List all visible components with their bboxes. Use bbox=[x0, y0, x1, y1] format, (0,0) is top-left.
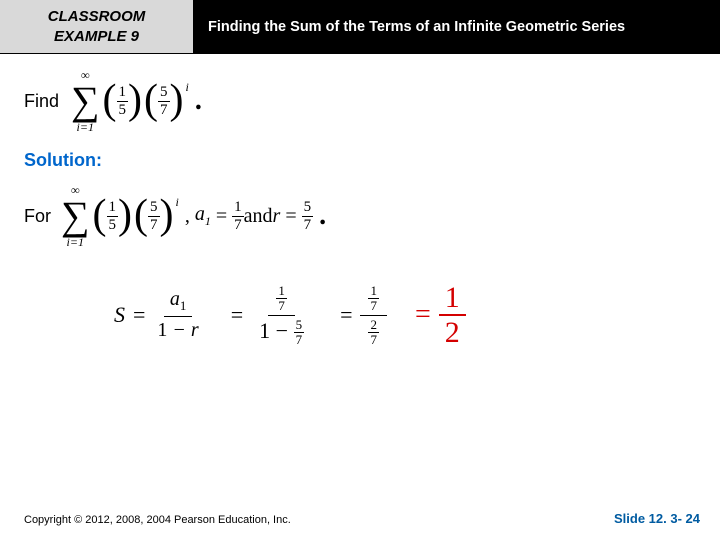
r-var: r bbox=[273, 205, 281, 228]
a1-var: a1 bbox=[195, 203, 211, 229]
slide-content: Find ∞ ∑ i=1 ( 15 ) ( 57 ) i . Solution:… bbox=[0, 54, 720, 349]
example-badge: CLASSROOM EXAMPLE 9 bbox=[0, 0, 194, 53]
summation-expression: ∞ ∑ i=1 ( 15 ) ( 57 ) i bbox=[71, 69, 189, 133]
r-value: 57 bbox=[302, 199, 314, 233]
slide-number: Slide 12. 3- 24 bbox=[614, 511, 700, 526]
term2: ( 57 ) bbox=[144, 84, 184, 118]
term1b: ( 15 ) bbox=[93, 199, 133, 233]
badge-line1: CLASSROOM bbox=[48, 7, 146, 27]
exponent: i bbox=[186, 80, 189, 95]
period2: . bbox=[319, 200, 326, 232]
sigma-symbol: ∞ ∑ i=1 bbox=[71, 69, 100, 133]
find-label: Find bbox=[24, 91, 59, 112]
and-text: and bbox=[244, 205, 273, 228]
slide-header: CLASSROOM EXAMPLE 9 Finding the Sum of t… bbox=[0, 0, 720, 54]
term2b: ( 57 ) bbox=[134, 199, 174, 233]
S-var: S bbox=[114, 302, 125, 328]
for-label: For bbox=[24, 206, 51, 227]
sigma-glyph: ∑ bbox=[71, 81, 100, 121]
badge-line2: EXAMPLE 9 bbox=[54, 27, 139, 47]
slide-title: Finding the Sum of the Terms of an Infin… bbox=[194, 0, 720, 53]
copyright-text: Copyright © 2012, 2008, 2004 Pearson Edu… bbox=[24, 514, 291, 526]
sigma-symbol2: ∞ ∑ i=1 bbox=[61, 184, 90, 248]
term1: ( 15 ) bbox=[103, 84, 143, 118]
for-statement: For ∞ ∑ i=1 ( 15 ) ( 57 ) i , a1 = 17 an… bbox=[24, 185, 696, 247]
step3: 17 27 bbox=[360, 281, 387, 348]
result-formula: S = a1 1 − r = 17 1 − 57 = 17 27 = 1 2 bbox=[24, 281, 696, 349]
a1-value: 17 bbox=[232, 199, 244, 233]
period: . bbox=[195, 85, 202, 117]
step2: 17 1 − 57 bbox=[251, 281, 312, 348]
for-summation: ∞ ∑ i=1 ( 15 ) ( 57 ) i , a1 = 17 and r … bbox=[61, 184, 313, 248]
general-formula: a1 1 − r bbox=[153, 286, 202, 344]
sigma-lower: i=1 bbox=[77, 121, 94, 133]
solution-label: Solution: bbox=[24, 150, 696, 171]
final-result: 1 2 bbox=[439, 281, 466, 349]
find-statement: Find ∞ ∑ i=1 ( 15 ) ( 57 ) i . bbox=[24, 70, 696, 132]
